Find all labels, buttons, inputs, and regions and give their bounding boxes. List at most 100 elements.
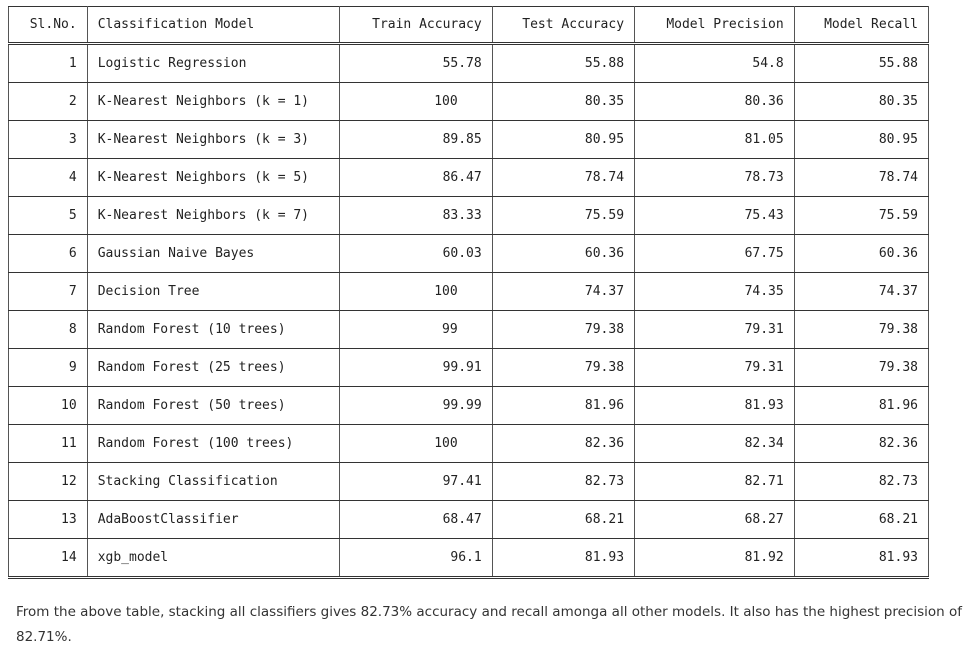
train-accuracy-cell: 68.47 — [338, 500, 493, 539]
model-name-cell: K-Nearest Neighbors (k = 7) — [86, 196, 340, 235]
table-row: 4 K-Nearest Neighbors (k = 5) 86.47 78.74 78… — [8, 158, 930, 197]
model-name-cell: Gaussian Naive Bayes — [86, 234, 340, 273]
train-accuracy-cell: 100 — [338, 82, 493, 121]
precision-cell: 68.27 — [634, 500, 795, 539]
train-accuracy-cell: 100 — [338, 272, 493, 311]
test-accuracy-cell: 82.36 — [491, 424, 636, 463]
precision-cell: 78.73 — [634, 158, 795, 197]
sl-no-cell: 12 — [8, 462, 88, 501]
test-accuracy-cell: 68.21 — [491, 500, 636, 539]
precision-cell: 82.71 — [634, 462, 795, 501]
sl-no-cell: 14 — [8, 538, 88, 579]
precision-cell: 82.34 — [634, 424, 795, 463]
summary-note: From the above table, stacking all class… — [16, 604, 962, 645]
table-row: 11 Random Forest (100 trees) 100 82.36 82.34… — [8, 424, 930, 463]
train-accuracy-cell: 86.47 — [338, 158, 493, 197]
test-accuracy-cell: 80.95 — [491, 120, 636, 159]
table-row: 2 K-Nearest Neighbors (k = 1) 100 80.35 80.3… — [8, 82, 930, 121]
sl-no-cell: 4 — [8, 158, 88, 197]
recall-cell: 82.73 — [793, 462, 930, 501]
model-name-cell: Random Forest (25 trees) — [86, 348, 340, 387]
header-model-precision: Model Precision — [634, 6, 795, 45]
precision-cell: 81.93 — [634, 386, 795, 425]
precision-cell: 81.05 — [634, 120, 795, 159]
precision-cell: 74.35 — [634, 272, 795, 311]
train-accuracy-cell: 99.91 — [338, 348, 493, 387]
recall-cell: 55.88 — [793, 43, 930, 83]
train-accuracy-cell: 83.33 — [338, 196, 493, 235]
sl-no-cell: 13 — [8, 500, 88, 539]
sl-no-cell: 6 — [8, 234, 88, 273]
test-accuracy-cell: 74.37 — [491, 272, 636, 311]
test-accuracy-cell: 60.36 — [491, 234, 636, 273]
table-header-row: Sl.No. Classification Model Train Accura… — [8, 6, 930, 45]
train-accuracy-cell: 96.1 — [338, 538, 493, 579]
sl-no-cell: 9 — [8, 348, 88, 387]
train-accuracy-cell: 100 — [338, 424, 493, 463]
model-name-cell: AdaBoostClassifier — [86, 500, 340, 539]
model-name-cell: K-Nearest Neighbors (k = 3) — [86, 120, 340, 159]
recall-cell: 79.38 — [793, 310, 930, 349]
train-accuracy-cell: 99.99 — [338, 386, 493, 425]
recall-cell: 79.38 — [793, 348, 930, 387]
precision-cell: 80.36 — [634, 82, 795, 121]
table-row: 3 K-Nearest Neighbors (k = 3) 89.85 80.95 81… — [8, 120, 930, 159]
model-comparison-table: Sl.No. Classification Model Train Accura… — [8, 6, 930, 579]
header-test-accuracy: Test Accuracy — [491, 6, 636, 45]
test-accuracy-cell: 82.73 — [491, 462, 636, 501]
precision-cell: 79.31 — [634, 348, 795, 387]
table-row: 9 Random Forest (25 trees) 99.91 79.38 79.31… — [8, 348, 930, 387]
table-row: 5 K-Nearest Neighbors (k = 7) 83.33 75.59 75… — [8, 196, 930, 235]
train-accuracy-cell: 89.85 — [338, 120, 493, 159]
precision-cell: 54.8 — [634, 43, 795, 83]
table-row: 13 AdaBoostClassifier 68.47 68.21 68.27 68.21 — [8, 500, 930, 539]
header-classification-model: Classification Model — [86, 6, 340, 45]
model-name-cell: Decision Tree — [86, 272, 340, 311]
table-row: 8 Random Forest (10 trees) 99 79.38 79.31 79.… — [8, 310, 930, 349]
train-accuracy-cell: 97.41 — [338, 462, 493, 501]
sl-no-cell: 11 — [8, 424, 88, 463]
test-accuracy-cell: 80.35 — [491, 82, 636, 121]
table-body: 1 Logistic Regression 55.78 55.88 54.8 55.88 2… — [8, 43, 930, 579]
test-accuracy-cell: 81.96 — [491, 386, 636, 425]
model-name-cell: K-Nearest Neighbors (k = 1) — [86, 82, 340, 121]
table-row: 14 xgb_model 96.1 81.93 81.92 81.93 — [8, 538, 930, 579]
sl-no-cell: 8 — [8, 310, 88, 349]
model-name-cell: K-Nearest Neighbors (k = 5) — [86, 158, 340, 197]
table-row: 10 Random Forest (50 trees) 99.99 81.96 81.9… — [8, 386, 930, 425]
test-accuracy-cell: 81.93 — [491, 538, 636, 579]
header-train-accuracy: Train Accuracy — [338, 6, 493, 45]
recall-cell: 81.93 — [793, 538, 930, 579]
table-row: 1 Logistic Regression 55.78 55.88 54.8 55.88 — [8, 43, 930, 83]
test-accuracy-cell: 75.59 — [491, 196, 636, 235]
precision-cell: 81.92 — [634, 538, 795, 579]
test-accuracy-cell: 79.38 — [491, 310, 636, 349]
recall-cell: 82.36 — [793, 424, 930, 463]
recall-cell: 80.95 — [793, 120, 930, 159]
test-accuracy-cell: 79.38 — [491, 348, 636, 387]
sl-no-cell: 3 — [8, 120, 88, 159]
recall-cell: 75.59 — [793, 196, 930, 235]
precision-cell: 67.75 — [634, 234, 795, 273]
header-model-recall: Model Recall — [793, 6, 930, 45]
sl-no-cell: 7 — [8, 272, 88, 311]
recall-cell: 68.21 — [793, 500, 930, 539]
model-name-cell: Random Forest (100 trees) — [86, 424, 340, 463]
train-accuracy-cell: 55.78 — [338, 43, 493, 83]
model-name-cell: xgb_model — [86, 538, 340, 579]
sl-no-cell: 1 — [8, 43, 88, 83]
model-name-cell: Random Forest (50 trees) — [86, 386, 340, 425]
model-name-cell: Random Forest (10 trees) — [86, 310, 340, 349]
train-accuracy-cell: 60.03 — [338, 234, 493, 273]
test-accuracy-cell: 78.74 — [491, 158, 636, 197]
precision-cell: 79.31 — [634, 310, 795, 349]
sl-no-cell: 5 — [8, 196, 88, 235]
sl-no-cell: 10 — [8, 386, 88, 425]
table-row: 12 Stacking Classification 97.41 82.73 82.71… — [8, 462, 930, 501]
test-accuracy-cell: 55.88 — [491, 43, 636, 83]
model-name-cell: Logistic Regression — [86, 43, 340, 83]
recall-cell: 60.36 — [793, 234, 930, 273]
table-row: 6 Gaussian Naive Bayes 60.03 60.36 67.75 60.3… — [8, 234, 930, 273]
model-name-cell: Stacking Classification — [86, 462, 340, 501]
recall-cell: 81.96 — [793, 386, 930, 425]
